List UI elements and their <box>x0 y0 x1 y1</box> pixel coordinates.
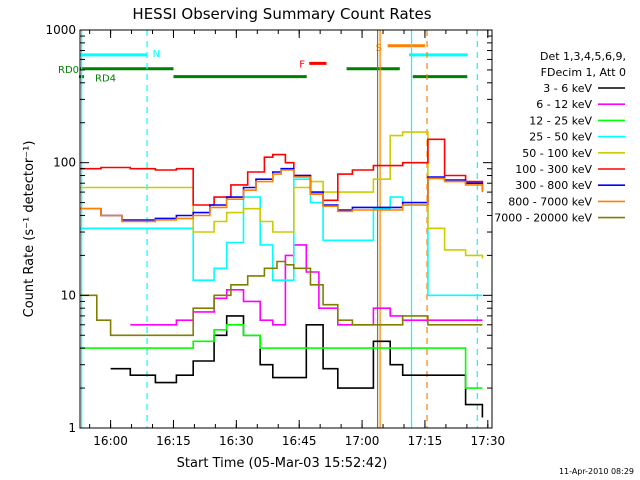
x-tick-label: 16:15 <box>156 434 191 448</box>
state-label-rd0: RD0 <box>58 65 79 76</box>
series-line-7000-20000-kev <box>80 260 483 337</box>
legend-header-line-2: FDecim 1, Att 0 <box>541 66 626 79</box>
state-label-s: S <box>376 43 382 54</box>
legend-label-25-50-kev: 25 - 50 keV <box>529 131 592 144</box>
legend-label-50-100-kev: 50 - 100 keV <box>522 147 592 160</box>
axes: 1 10 100 1000 16:00 16:15 16:30 16:45 17:00 17:15… <box>45 23 505 448</box>
plot-frame <box>79 29 493 429</box>
legend-header-line-1: Det 1,3,4,5,6,9, <box>540 50 626 63</box>
interval-lines <box>81 30 478 428</box>
state-label-n: N <box>153 49 160 60</box>
y-axis-label: Count Rate (s⁻¹ detector⁻¹) <box>22 141 37 318</box>
y-tick-label: 100 <box>53 156 76 170</box>
legend-label-12-25-kev: 12 - 25 keV <box>529 114 592 127</box>
series-line-3-6-kev <box>110 315 484 418</box>
state-label-f: F <box>299 59 305 70</box>
legend-label-3-6-kev: 3 - 6 keV <box>543 82 592 95</box>
legend-label-6-12-kev: 6 - 12 keV <box>536 98 592 111</box>
x-tick-label: 17:15 <box>408 434 443 448</box>
legend-label-300-800-kev: 300 - 800 keV <box>515 179 592 192</box>
x-tick-label: 17:30 <box>471 434 506 448</box>
y-tick-label: 1 <box>68 421 76 435</box>
x-tick-label: 17:00 <box>345 434 380 448</box>
x-axis-label: Start Time (05-Mar-03 15:52:42) <box>177 456 388 471</box>
legend-label-7000-20000-kev: 7000 - 20000 keV <box>494 212 592 225</box>
footer-date: 11-Apr-2010 08:29 <box>559 467 634 476</box>
series-line-25-50-kev <box>80 178 483 297</box>
series-line-800-7000-kev <box>80 169 484 223</box>
legend-label-800-7000-kev: 800 - 7000 keV <box>508 195 592 208</box>
chart-title: HESSI Observing Summary Count Rates <box>132 5 431 23</box>
series-line-12-25-kev <box>80 324 483 389</box>
series-group <box>80 131 484 418</box>
state-bars: N RD0 RD4 F S <box>58 43 468 85</box>
state-label-rd4: RD4 <box>95 74 116 85</box>
legend: Det 1,3,4,5,6,9, FDecim 1, Att 0 3 - 6 k… <box>494 50 626 225</box>
y-tick-label: 1000 <box>45 23 76 37</box>
x-tick-label: 16:30 <box>219 434 254 448</box>
y-tick-label: 10 <box>61 288 76 302</box>
x-tick-label: 16:00 <box>93 434 128 448</box>
x-tick-label: 16:45 <box>282 434 317 448</box>
legend-label-100-300-kev: 100 - 300 keV <box>515 163 592 176</box>
series-line-100-300-kev <box>80 138 484 206</box>
